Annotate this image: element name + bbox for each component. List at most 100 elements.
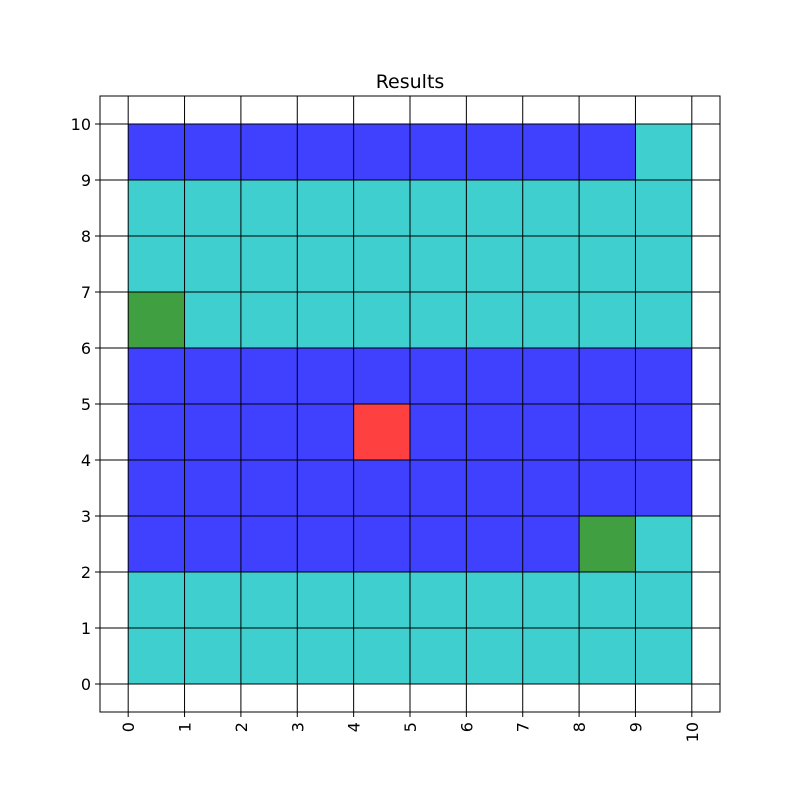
y-tick-label: 10 bbox=[71, 115, 91, 134]
y-tick-label: 6 bbox=[81, 339, 91, 358]
heatmap-cell-blue bbox=[184, 348, 241, 404]
heatmap-cell-cyan bbox=[410, 292, 467, 348]
heatmap-cell-blue bbox=[128, 516, 185, 572]
heatmap-cell-cyan bbox=[240, 292, 298, 348]
heatmap-cell-cyan bbox=[128, 236, 185, 292]
x-tick-label: 5 bbox=[401, 722, 420, 732]
heatmap-cell-cyan bbox=[184, 628, 241, 684]
heatmap-cell-cyan bbox=[466, 180, 523, 236]
heatmap-cell-blue bbox=[297, 516, 354, 572]
heatmap-cell-cyan bbox=[184, 180, 241, 236]
x-tick-label: 7 bbox=[514, 722, 533, 732]
chart-title: Results bbox=[376, 71, 445, 93]
heatmap-cells bbox=[128, 124, 692, 684]
heatmap-cell-blue bbox=[466, 348, 523, 404]
heatmap-cell-blue bbox=[184, 460, 241, 516]
heatmap-cell-blue bbox=[184, 516, 241, 572]
heatmap-cell-blue bbox=[522, 516, 580, 572]
heatmap-cell-cyan bbox=[184, 572, 241, 628]
heatmap-cell-blue bbox=[128, 348, 185, 404]
heatmap-cell-cyan bbox=[297, 180, 354, 236]
heatmap-cell-cyan bbox=[353, 236, 410, 292]
heatmap-cell-cyan bbox=[128, 180, 185, 236]
x-tick-label: 2 bbox=[232, 722, 251, 732]
heatmap-cell-cyan bbox=[635, 292, 692, 348]
heatmap-cell-green bbox=[579, 516, 636, 572]
y-tick-label: 3 bbox=[81, 507, 91, 526]
heatmap-cell-blue bbox=[353, 516, 410, 572]
heatmap-cell-cyan bbox=[579, 236, 636, 292]
y-tick-label: 9 bbox=[81, 171, 91, 190]
heatmap-cell-cyan bbox=[297, 572, 354, 628]
heatmap-cell-cyan bbox=[240, 628, 298, 684]
heatmap-cell-blue bbox=[466, 404, 523, 460]
y-tick-label: 8 bbox=[81, 227, 91, 246]
heatmap-cell-blue bbox=[128, 460, 185, 516]
x-tick-label: 10 bbox=[683, 722, 702, 742]
heatmap-cell-cyan bbox=[410, 180, 467, 236]
heatmap-cell-blue bbox=[522, 348, 580, 404]
heatmap-cell-cyan bbox=[522, 628, 580, 684]
heatmap-cell-blue bbox=[297, 348, 354, 404]
heatmap-cell-blue bbox=[466, 124, 523, 180]
heatmap-cell-blue bbox=[353, 348, 410, 404]
heatmap-cell-cyan bbox=[410, 572, 467, 628]
heatmap-cell-cyan bbox=[297, 292, 354, 348]
heatmap-cell-blue bbox=[410, 516, 467, 572]
heatmap-cell-blue bbox=[635, 404, 692, 460]
heatmap-cell-blue bbox=[184, 404, 241, 460]
y-tick-label: 2 bbox=[81, 563, 91, 582]
heatmap-cell-blue bbox=[579, 460, 636, 516]
grid-lines bbox=[100, 96, 720, 712]
heatmap-cell-cyan bbox=[353, 628, 410, 684]
heatmap-cell-blue bbox=[522, 404, 580, 460]
heatmap-cell-blue bbox=[410, 348, 467, 404]
heatmap-cell-cyan bbox=[410, 628, 467, 684]
heatmap-cell-red bbox=[353, 404, 410, 460]
heatmap-cell-blue bbox=[240, 404, 298, 460]
y-tick-label: 4 bbox=[81, 451, 91, 470]
x-tick-label: 6 bbox=[457, 722, 476, 732]
heatmap-cell-blue bbox=[579, 404, 636, 460]
heatmap-cell-blue bbox=[297, 124, 354, 180]
heatmap-cell-blue bbox=[128, 404, 185, 460]
heatmap-cell-blue bbox=[240, 124, 298, 180]
heatmap-cell-blue bbox=[297, 460, 354, 516]
heatmap-cell-blue bbox=[466, 516, 523, 572]
heatmap-cell-cyan bbox=[128, 572, 185, 628]
heatmap-cell-cyan bbox=[635, 124, 692, 180]
heatmap-cell-blue bbox=[466, 460, 523, 516]
heatmap-cell-cyan bbox=[466, 292, 523, 348]
heatmap-cell-cyan bbox=[128, 628, 185, 684]
heatmap-cell-blue bbox=[522, 460, 580, 516]
y-tick-label: 5 bbox=[81, 395, 91, 414]
heatmap-cell-cyan bbox=[522, 292, 580, 348]
x-tick-label: 3 bbox=[288, 722, 307, 732]
x-tick-label: 4 bbox=[345, 722, 364, 732]
heatmap-cell-blue bbox=[240, 460, 298, 516]
heatmap-cell-blue bbox=[297, 404, 354, 460]
heatmap-cell-cyan bbox=[466, 572, 523, 628]
y-axis-ticks: 0 1 2 3 4 5 6 7 8 9 10 bbox=[71, 115, 100, 694]
heatmap-cell-cyan bbox=[635, 236, 692, 292]
heatmap-cell-cyan bbox=[635, 516, 692, 572]
heatmap-cell-blue bbox=[128, 124, 185, 180]
heatmap-cell-cyan bbox=[522, 236, 580, 292]
heatmap-cell-cyan bbox=[353, 180, 410, 236]
heatmap-cell-cyan bbox=[579, 628, 636, 684]
heatmap-cell-blue bbox=[635, 348, 692, 404]
x-tick-label: 1 bbox=[176, 722, 195, 732]
heatmap-cell-cyan bbox=[240, 180, 298, 236]
heatmap-cell-cyan bbox=[579, 572, 636, 628]
heatmap-cell-cyan bbox=[184, 236, 241, 292]
heatmap-cell-cyan bbox=[466, 236, 523, 292]
heatmap-cell-blue bbox=[579, 124, 636, 180]
heatmap-cell-cyan bbox=[353, 292, 410, 348]
heatmap-cell-cyan bbox=[579, 292, 636, 348]
heatmap-cell-cyan bbox=[635, 572, 692, 628]
heatmap-cell-cyan bbox=[522, 180, 580, 236]
heatmap-cell-blue bbox=[522, 124, 580, 180]
heatmap-cell-blue bbox=[353, 460, 410, 516]
y-tick-label: 1 bbox=[81, 619, 91, 638]
